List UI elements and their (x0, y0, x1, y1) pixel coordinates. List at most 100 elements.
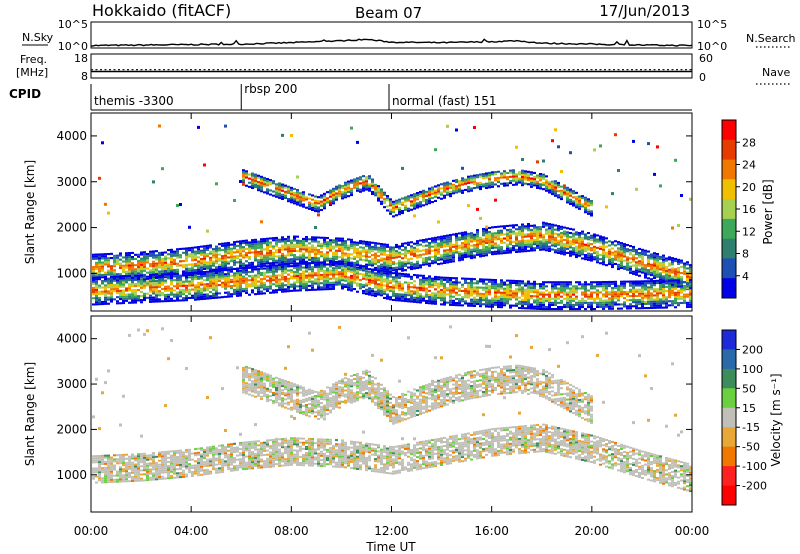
heatmap-cell (491, 238, 494, 241)
heatmap-cell (257, 263, 260, 266)
heatmap-cell (239, 246, 242, 249)
heatmap-cell (329, 193, 332, 196)
heatmap-cell (197, 290, 200, 293)
heatmap-cell (371, 184, 374, 187)
heatmap-cell (224, 275, 227, 278)
heatmap-cell (329, 247, 332, 250)
heatmap-cell (140, 278, 143, 281)
heatmap-cell (122, 291, 125, 294)
heatmap-cell (269, 181, 272, 184)
heatmap-cell (356, 183, 359, 186)
heatmap-cell (569, 188, 572, 191)
heatmap-cell (305, 270, 308, 273)
heatmap-cell (572, 236, 575, 239)
heatmap-cell (533, 180, 536, 183)
heatmap-cell (368, 293, 371, 296)
heatmap-cell (182, 282, 185, 285)
heatmap-cell (515, 288, 518, 291)
heatmap-cell (629, 261, 632, 264)
heatmap-cell (299, 200, 302, 203)
heatmap-cell (98, 292, 101, 295)
heatmap-cell (500, 246, 503, 249)
heatmap-cell (308, 203, 311, 206)
heatmap-cell (131, 301, 134, 304)
heatmap-cell (512, 304, 515, 307)
heatmap-cell (650, 296, 653, 299)
heatmap-cell (266, 237, 269, 240)
heatmap-cell (356, 284, 359, 287)
heatmap-cell (254, 242, 257, 245)
heatmap-cell (542, 308, 545, 311)
heatmap-cell (512, 292, 515, 295)
heatmap-cell (290, 258, 293, 261)
heatmap-cell (146, 282, 149, 285)
heatmap-cell (161, 272, 164, 275)
heatmap-cell (437, 220, 440, 224)
heatmap-cell (212, 292, 215, 295)
heatmap-cell (212, 276, 215, 279)
heatmap-cell (479, 301, 482, 304)
heatmap-cell (512, 232, 515, 235)
nave-tick-top: 60 (699, 52, 713, 65)
heatmap-cell (650, 272, 653, 275)
heatmap-cell (584, 293, 587, 296)
heatmap-cell (575, 239, 578, 242)
heatmap-cell (497, 303, 500, 306)
heatmap-cell (272, 182, 275, 185)
heatmap-cell (278, 278, 281, 281)
heatmap-cell (521, 246, 524, 249)
heatmap-cell (320, 273, 323, 276)
heatmap-cell (584, 235, 587, 238)
heatmap-cell (590, 257, 593, 260)
heatmap-cell (374, 278, 377, 281)
heatmap-cell (383, 259, 386, 262)
heatmap-cell (389, 262, 392, 265)
heatmap-cell (413, 290, 416, 293)
heatmap-cell (122, 295, 125, 298)
heatmap-cell (359, 283, 362, 286)
heatmap-cell (158, 251, 161, 254)
heatmap-cell (647, 256, 650, 259)
heatmap-cell (92, 289, 95, 292)
heatmap-cell (248, 293, 251, 296)
heatmap-cell (233, 263, 236, 266)
heatmap-cell (509, 230, 512, 233)
heatmap-cell (647, 142, 650, 146)
heatmap-cell (434, 292, 437, 295)
heatmap-cell (416, 250, 419, 253)
heatmap-cell (431, 241, 434, 244)
heatmap-cell (518, 227, 521, 230)
heatmap-cell (635, 261, 638, 264)
heatmap-cell (149, 294, 152, 297)
heatmap-cell (503, 283, 506, 286)
heatmap-cell (476, 245, 479, 248)
heatmap-cell (407, 243, 410, 246)
heatmap-cell (479, 280, 482, 283)
heatmap-cell (395, 203, 398, 206)
heatmap-cell (401, 299, 404, 302)
heatmap-cell (647, 294, 650, 297)
heatmap-cell (614, 250, 617, 253)
heatmap-cell (455, 247, 458, 250)
heatmap-cell (236, 267, 239, 270)
heatmap-cell (455, 245, 458, 248)
heatmap-cell (296, 270, 299, 273)
heatmap-cell (164, 285, 167, 288)
heatmap-cell (617, 299, 620, 302)
heatmap-cell (152, 273, 155, 276)
heatmap-cell (653, 298, 656, 301)
heatmap-cell (479, 175, 482, 178)
heatmap-cell (170, 269, 173, 272)
heatmap-cell (584, 291, 587, 294)
heatmap-cell (143, 257, 146, 260)
heatmap-cell (224, 273, 227, 276)
heatmap-cell (377, 261, 380, 264)
heatmap-cell (617, 241, 620, 244)
heatmap-cell (629, 245, 632, 248)
heatmap-cell (578, 246, 581, 249)
heatmap-cell (230, 251, 233, 254)
heatmap-cell (158, 281, 161, 284)
heatmap-cell (359, 240, 362, 243)
heatmap-cell (440, 241, 443, 244)
heatmap-cell (497, 231, 500, 234)
